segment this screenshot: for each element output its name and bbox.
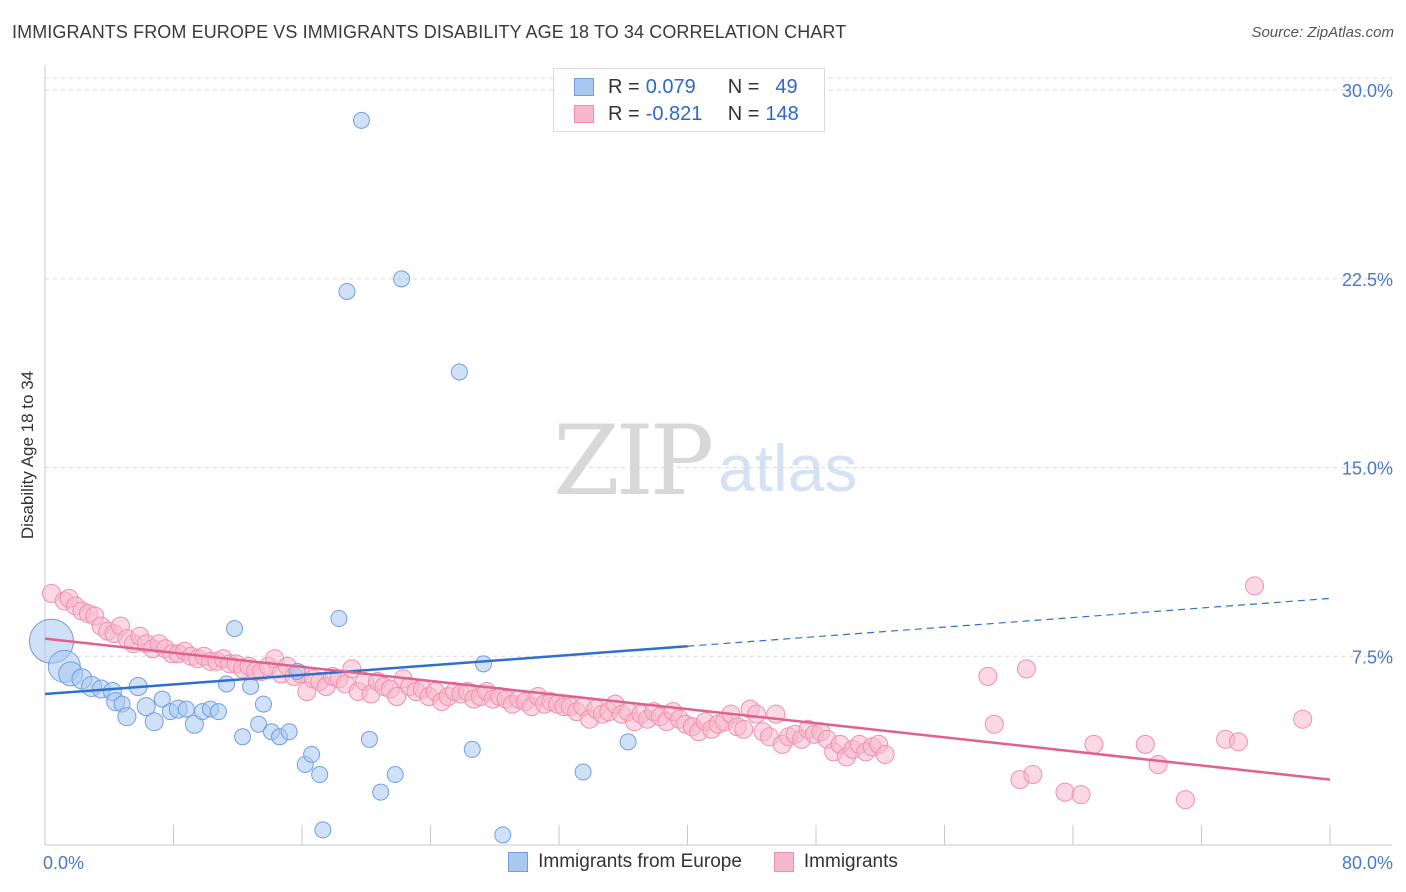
grid-lines — [45, 77, 1392, 657]
data-point-europe — [386, 766, 404, 784]
data-point-immigrants — [1148, 754, 1168, 774]
y-tick-label: 30.0% — [1342, 81, 1393, 101]
y-tick-label: 15.0% — [1342, 459, 1393, 479]
data-point-europe — [475, 655, 493, 673]
data-point-europe — [463, 740, 481, 758]
data-point-immigrants — [747, 704, 767, 724]
legend-n-value: 49 — [775, 75, 798, 98]
data-point-europe — [619, 733, 637, 751]
watermark-zip: ZIP — [553, 405, 714, 517]
legend-r-value: 0.079 — [645, 75, 696, 98]
tick-labels: 7.5% 15.0% 22.5% 30.0% 0.0% 80.0% — [43, 81, 1393, 873]
data-point-europe — [209, 703, 227, 721]
bottom-legend-label-immigrants: Immigrants — [803, 851, 898, 872]
x-tick-label-left: 0.0% — [43, 853, 84, 873]
series-immigrants-points — [41, 576, 1313, 810]
data-point-europe — [393, 270, 411, 288]
bottom-legend: Immigrants from Europe Immigrants — [0, 851, 1406, 873]
data-point-immigrants — [1016, 659, 1036, 679]
trend-line-immigrants — [44, 637, 1331, 781]
data-point-immigrants — [734, 719, 754, 739]
bottom-legend-swatch-immigrants — [773, 852, 794, 872]
data-point-europe — [242, 677, 260, 695]
data-point-immigrants — [1135, 734, 1155, 754]
data-point-europe — [450, 363, 468, 381]
data-point-europe — [360, 730, 378, 748]
trend-line-europe — [44, 644, 688, 696]
legend-box: R = 0.079 N = 49 R = -0.821 N = 148 — [553, 68, 825, 132]
legend-r-value: -0.821 — [645, 102, 703, 125]
data-point-europe — [250, 715, 268, 733]
data-point-europe — [184, 714, 204, 734]
data-point-immigrants — [1023, 765, 1043, 785]
data-point-europe — [144, 712, 164, 732]
data-point-immigrants — [984, 714, 1004, 734]
data-point-europe — [218, 675, 236, 693]
y-tick-label: 22.5% — [1342, 270, 1393, 290]
data-point-immigrants — [1055, 782, 1075, 802]
data-point-europe — [226, 620, 244, 638]
data-point-europe — [303, 745, 321, 763]
bottom-legend-immigrants: Immigrants — [773, 851, 898, 873]
data-point-immigrants — [1175, 790, 1195, 810]
data-point-europe — [117, 707, 137, 727]
data-point-immigrants — [387, 687, 407, 707]
legend-r-label: R = — [608, 75, 640, 98]
bottom-legend-label-europe: Immigrants from Europe — [538, 851, 742, 872]
legend-row-immigrants: R = -0.821 N = 148 — [574, 102, 799, 126]
data-point-europe — [254, 695, 272, 713]
legend-n-value: 148 — [765, 102, 799, 125]
data-point-europe — [280, 723, 298, 741]
data-point-immigrants — [1071, 785, 1091, 805]
axes — [44, 65, 1392, 846]
data-point-immigrants — [1245, 576, 1265, 596]
data-point-europe — [234, 728, 252, 746]
data-point-europe — [314, 821, 332, 839]
legend-n-label: N = — [727, 75, 760, 98]
data-point-immigrants — [875, 744, 895, 764]
chart-title: IMMIGRANTS FROM EUROPE VS IMMIGRANTS DIS… — [12, 22, 847, 42]
data-point-immigrants — [1084, 734, 1104, 754]
legend-n-label: N = — [727, 102, 760, 125]
data-point-europe — [338, 282, 356, 300]
data-point-europe — [494, 826, 512, 844]
bottom-legend-swatch-europe — [508, 852, 529, 872]
data-point-europe — [153, 690, 171, 708]
data-point-immigrants — [1228, 732, 1248, 752]
y-tick-label: 7.5% — [1352, 647, 1393, 667]
data-point-europe — [311, 766, 329, 784]
series-europe-points — [28, 111, 637, 844]
legend-swatch-europe — [574, 78, 594, 96]
data-point-immigrants — [1293, 709, 1313, 729]
trend-lines — [44, 597, 1331, 781]
data-point-immigrants — [978, 666, 998, 686]
data-point-europe — [574, 763, 592, 781]
legend-r-label: R = — [608, 102, 640, 125]
source-label: Source: ZipAtlas.com — [1251, 24, 1394, 41]
data-point-europe — [330, 610, 348, 628]
trend-line-europe-extension — [687, 597, 1331, 647]
legend-swatch-immigrants — [574, 105, 594, 123]
bottom-legend-europe: Immigrants from Europe — [508, 851, 742, 873]
legend-row-europe: R = 0.079 N = 49 — [574, 75, 798, 99]
x-tick-label-right: 80.0% — [1342, 853, 1393, 873]
data-point-europe — [136, 697, 156, 717]
data-point-europe — [177, 700, 195, 718]
data-point-europe — [372, 783, 390, 801]
data-point-europe — [352, 111, 370, 129]
